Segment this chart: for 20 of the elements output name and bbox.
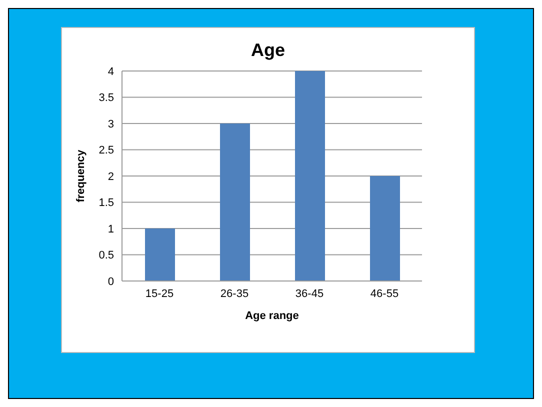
y-tick-label: 1.5 (98, 197, 114, 210)
x-tick-label: 26-35 (220, 288, 249, 300)
y-tick-label: 2 (108, 170, 114, 183)
y-tick-label: 3.5 (98, 92, 114, 104)
bar (220, 124, 250, 281)
x-axis-title: Age range (245, 310, 299, 322)
bar (295, 71, 325, 281)
x-tick-label: 46-55 (370, 288, 399, 300)
y-tick-label: 0 (108, 276, 114, 288)
y-tick-label: 2.5 (98, 144, 114, 157)
bar (370, 176, 400, 281)
y-tick-label: 4 (108, 66, 114, 78)
bar (145, 228, 175, 281)
x-tick-label: 15-25 (145, 288, 174, 300)
x-tick-label: 36-45 (295, 288, 324, 300)
y-tick-label: 1 (108, 223, 114, 236)
y-tick-label: 0.5 (98, 250, 114, 262)
chart-title: Age (250, 40, 286, 61)
y-tick-label: 3 (108, 118, 114, 130)
y-axis-title: frequency (74, 148, 87, 202)
